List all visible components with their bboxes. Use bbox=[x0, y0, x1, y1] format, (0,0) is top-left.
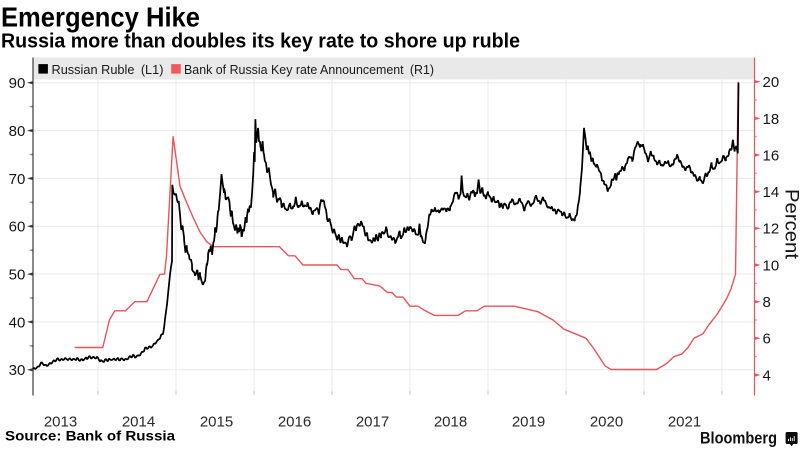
svg-text:14: 14 bbox=[763, 184, 780, 201]
svg-text:18: 18 bbox=[763, 111, 780, 128]
svg-text:2017: 2017 bbox=[356, 414, 389, 431]
svg-text:Bank of Russia Key rate Announ: Bank of Russia Key rate Announcement (R1… bbox=[184, 62, 434, 77]
svg-text:80: 80 bbox=[9, 123, 26, 140]
svg-text:Percent: Percent bbox=[781, 189, 800, 260]
svg-text:10: 10 bbox=[763, 257, 780, 274]
svg-text:2021: 2021 bbox=[668, 414, 701, 431]
svg-text:90: 90 bbox=[9, 75, 26, 92]
svg-text:Russian Ruble (L1): Russian Ruble (L1) bbox=[52, 62, 164, 77]
svg-text:Russia more than doubles its k: Russia more than doubles its key rate to… bbox=[1, 31, 520, 53]
svg-text:20: 20 bbox=[763, 74, 780, 91]
svg-text:Source: Bank of Russia: Source: Bank of Russia bbox=[5, 429, 176, 444]
svg-text:30: 30 bbox=[9, 362, 26, 379]
svg-text:40: 40 bbox=[9, 314, 26, 331]
svg-text:2016: 2016 bbox=[278, 414, 311, 431]
svg-text:2013: 2013 bbox=[44, 414, 77, 431]
svg-text:Emergency Hike: Emergency Hike bbox=[1, 1, 200, 32]
svg-text:2014: 2014 bbox=[122, 414, 155, 431]
svg-text:70: 70 bbox=[9, 171, 26, 188]
svg-text:2018: 2018 bbox=[434, 414, 467, 431]
svg-text:2015: 2015 bbox=[200, 414, 233, 431]
svg-text:2019: 2019 bbox=[512, 414, 545, 431]
svg-text:50: 50 bbox=[9, 267, 26, 284]
svg-text:60: 60 bbox=[9, 219, 26, 236]
svg-text:16: 16 bbox=[763, 147, 780, 164]
svg-text:4: 4 bbox=[763, 367, 771, 384]
svg-text:2020: 2020 bbox=[590, 414, 623, 431]
svg-text:12: 12 bbox=[763, 221, 780, 238]
svg-text:Bloomberg: Bloomberg bbox=[700, 430, 777, 448]
svg-text:6: 6 bbox=[763, 331, 771, 348]
svg-text:8: 8 bbox=[763, 294, 771, 311]
